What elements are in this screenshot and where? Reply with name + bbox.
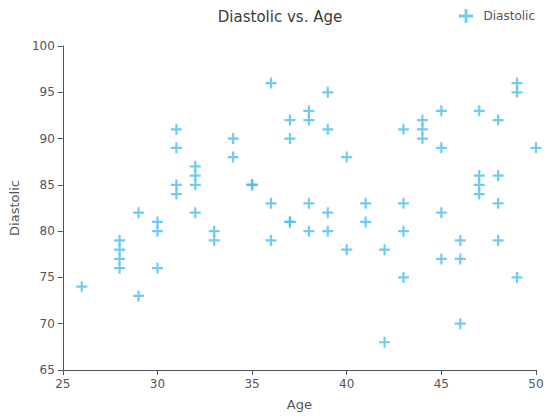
svg-text:75: 75 [40,270,55,284]
svg-text:100: 100 [32,39,55,53]
svg-text:Age: Age [287,397,312,412]
svg-text:80: 80 [40,224,55,238]
svg-text:25: 25 [55,377,70,391]
svg-text:95: 95 [40,85,55,99]
svg-text:65: 65 [40,363,55,377]
svg-text:35: 35 [244,377,259,391]
svg-text:45: 45 [434,377,449,391]
svg-text:30: 30 [150,377,165,391]
svg-text:50: 50 [528,377,543,391]
svg-text:70: 70 [40,317,55,331]
svg-text:Diastolic vs. Age: Diastolic vs. Age [218,8,342,26]
svg-text:85: 85 [40,178,55,192]
svg-text:Diastolic: Diastolic [7,180,22,236]
svg-text:40: 40 [339,377,354,391]
svg-text:Diastolic: Diastolic [484,9,536,23]
svg-text:90: 90 [40,132,55,146]
